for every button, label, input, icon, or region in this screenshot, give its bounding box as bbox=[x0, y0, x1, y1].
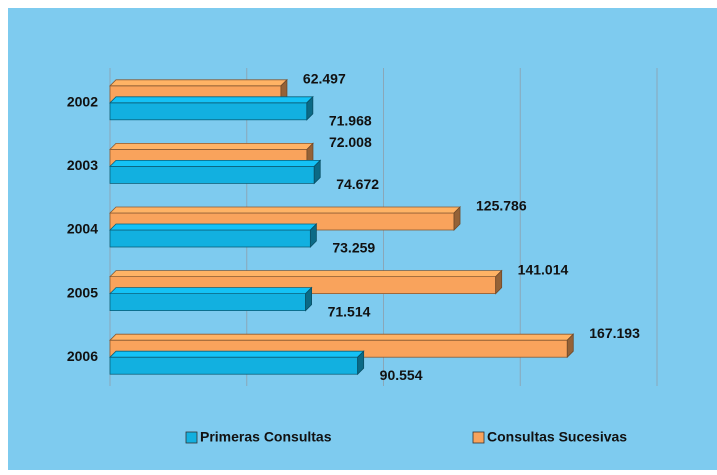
y-tick-label: 2003 bbox=[67, 157, 98, 173]
bar-side bbox=[357, 350, 365, 376]
y-tick-label: 2004 bbox=[67, 221, 98, 237]
legend-swatch bbox=[472, 431, 485, 444]
bar-side bbox=[309, 223, 317, 248]
bar-side bbox=[495, 269, 503, 295]
bar bbox=[109, 229, 311, 248]
bar bbox=[109, 165, 315, 184]
legend-swatch bbox=[185, 431, 198, 444]
value-label: 141.014 bbox=[518, 261, 569, 277]
value-label: 71.514 bbox=[328, 303, 371, 319]
bar-top bbox=[109, 159, 322, 167]
legend-label: Consultas Sucesivas bbox=[487, 429, 627, 445]
y-tick-label: 2002 bbox=[67, 94, 98, 110]
bar-side bbox=[453, 206, 461, 231]
bar-side bbox=[305, 286, 312, 312]
bar-top bbox=[109, 350, 365, 358]
value-label: 62.497 bbox=[303, 71, 346, 87]
bar-top bbox=[109, 206, 461, 214]
bar-top bbox=[109, 79, 288, 87]
bar-side bbox=[313, 159, 321, 185]
bar-side bbox=[306, 95, 314, 121]
value-label: 73.259 bbox=[332, 240, 375, 256]
value-label: 74.672 bbox=[336, 176, 379, 192]
bar bbox=[109, 356, 359, 375]
y-tick-label: 2006 bbox=[67, 348, 98, 364]
bar-top bbox=[109, 270, 503, 278]
bar-top bbox=[109, 333, 575, 341]
y-tick-label: 2005 bbox=[67, 284, 98, 300]
bar-side bbox=[566, 333, 574, 359]
value-label: 71.968 bbox=[329, 113, 372, 129]
bar-top bbox=[109, 96, 314, 104]
legend-label: Primeras Consultas bbox=[200, 429, 332, 445]
bar bbox=[109, 293, 306, 312]
bar-top bbox=[109, 223, 318, 231]
bar bbox=[109, 102, 308, 121]
value-label: 90.554 bbox=[380, 367, 423, 383]
bar-top bbox=[109, 142, 314, 150]
value-label: 167.193 bbox=[589, 325, 640, 341]
value-label: 125.786 bbox=[476, 198, 527, 214]
value-label: 72.008 bbox=[329, 134, 372, 150]
bar-top bbox=[109, 287, 313, 295]
